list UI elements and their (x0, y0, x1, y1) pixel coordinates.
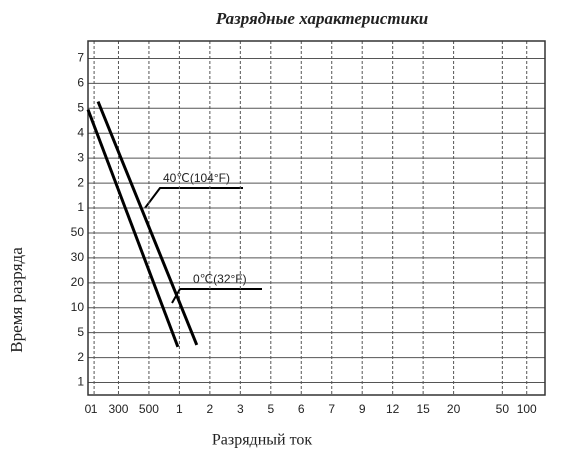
x-axis-label: Разрядный ток (212, 432, 312, 449)
y-tick-label: 4 (77, 125, 84, 139)
x-tick-label: 3 (237, 402, 244, 416)
y-tick-label: 1 (77, 375, 84, 389)
series-line (96, 101, 199, 346)
x-tick-label: 1 (91, 402, 98, 416)
leader-line (171, 288, 262, 304)
y-axis-label: Время разряда (7, 247, 26, 353)
x-tick-label: 9 (359, 402, 366, 416)
x-tick-label: 500 (139, 402, 159, 416)
y-tick-label: 10 (71, 300, 85, 314)
leader-line (144, 187, 243, 209)
x-tick-label: 2 (207, 402, 214, 416)
x-tick-label: 1 (176, 402, 183, 416)
y-tick-label: 5 (77, 100, 84, 114)
plot-frame (87, 40, 546, 396)
x-tick-label: 100 (517, 402, 537, 416)
x-tick-label: 15 (416, 402, 430, 416)
y-tick-label: 20 (71, 275, 85, 289)
chart-title: Разрядные характеристики (215, 9, 428, 28)
x-tick-label: 50 (496, 402, 510, 416)
x-tick-label: 6 (298, 402, 305, 416)
x-tick-label: 12 (386, 402, 400, 416)
annotation: 0℃(32°F) (193, 272, 247, 286)
y-tick-label: 3 (77, 150, 84, 164)
y-tick-label: 2 (77, 350, 84, 364)
y-tick-label: 5 (77, 325, 84, 339)
y-tick-label: 6 (77, 76, 84, 90)
x-tick-label: 5 (267, 402, 274, 416)
x-tick-label: 300 (108, 402, 128, 416)
y-tick-label: 2 (77, 175, 84, 189)
series-line (86, 109, 180, 348)
x-tick-label: 0 (85, 402, 92, 416)
x-tick-label: 7 (328, 402, 335, 416)
y-tick-label: 7 (77, 51, 84, 65)
y-tick-label: 50 (71, 225, 85, 239)
y-tick-label: 1 (77, 200, 84, 214)
y-tick-label: 30 (71, 250, 85, 264)
x-tick-label: 20 (447, 402, 461, 416)
